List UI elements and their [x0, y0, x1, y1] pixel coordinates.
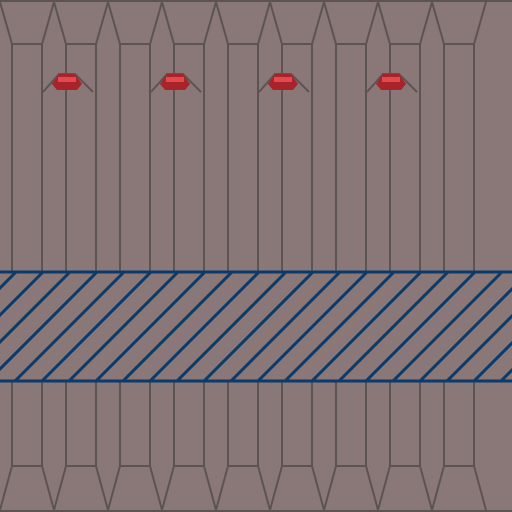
water-hatch-line	[229, 272, 342, 381]
water-hatch-line	[0, 272, 99, 372]
ceiling-light	[366, 73, 418, 93]
water-hatch-line	[94, 272, 207, 381]
pillar-bottom-cap	[269, 465, 325, 511]
water-hatch-line	[445, 313, 512, 381]
pillar-bottom-cap	[431, 465, 487, 511]
water-hatch-line	[202, 272, 315, 381]
ceiling-light	[42, 73, 94, 93]
pillar-top-cap	[161, 1, 217, 45]
water-hatch-line	[256, 272, 369, 381]
pillar-top-cap	[431, 1, 487, 45]
water-hatch-line	[0, 272, 45, 318]
pillar-top-cap	[215, 1, 271, 45]
water-hatch-line	[148, 272, 261, 381]
water-hatch-line	[391, 272, 504, 381]
pillar-bottom-cap	[215, 465, 271, 511]
pillar-top-cap	[0, 1, 55, 45]
water-hatch-line	[67, 272, 180, 381]
pillar	[53, 1, 109, 511]
water-hatch-line	[364, 272, 477, 381]
pillar	[107, 1, 163, 511]
ceiling-light	[258, 73, 310, 93]
pillar-bottom-cap	[323, 465, 379, 511]
water-band	[0, 270, 512, 383]
pillar-bottom-cap	[161, 465, 217, 511]
ceiling-light-glow	[166, 77, 184, 82]
pillar-top-cap	[377, 1, 433, 45]
ceiling-light-glow	[274, 77, 292, 82]
ceiling-light-glow	[382, 77, 400, 82]
water-hatch-line	[337, 272, 450, 381]
ceiling-light	[150, 73, 202, 93]
pillar-bottom-cap	[107, 465, 163, 511]
pillar	[431, 1, 487, 511]
pillar	[215, 1, 271, 511]
pillar-bottom-cap	[53, 465, 109, 511]
water-hatch-line	[418, 286, 512, 381]
pillar	[323, 1, 379, 511]
ceiling-light-layer	[42, 73, 418, 93]
pillar	[0, 1, 55, 511]
pillar-bottom-cap	[377, 465, 433, 511]
pillar-bottom-cap	[0, 465, 55, 511]
pillar	[377, 1, 433, 511]
pillar-top-cap	[53, 1, 109, 45]
pillar	[269, 1, 325, 511]
water-hatch-line	[121, 272, 234, 381]
pillar-top-cap	[107, 1, 163, 45]
water-hatch-line	[472, 340, 512, 381]
water-hatch-line	[310, 272, 423, 381]
water-hatch-line	[283, 272, 396, 381]
water-hatch-line	[175, 272, 288, 381]
water-hatch-line	[40, 272, 153, 381]
water-hatch-line	[13, 272, 126, 381]
water-hatching	[0, 272, 512, 381]
pillar	[161, 1, 217, 511]
pillar-top-cap	[323, 1, 379, 45]
pillar-top-cap	[269, 1, 325, 45]
water-hatch-line	[0, 272, 72, 345]
ceiling-light-glow	[58, 77, 76, 82]
